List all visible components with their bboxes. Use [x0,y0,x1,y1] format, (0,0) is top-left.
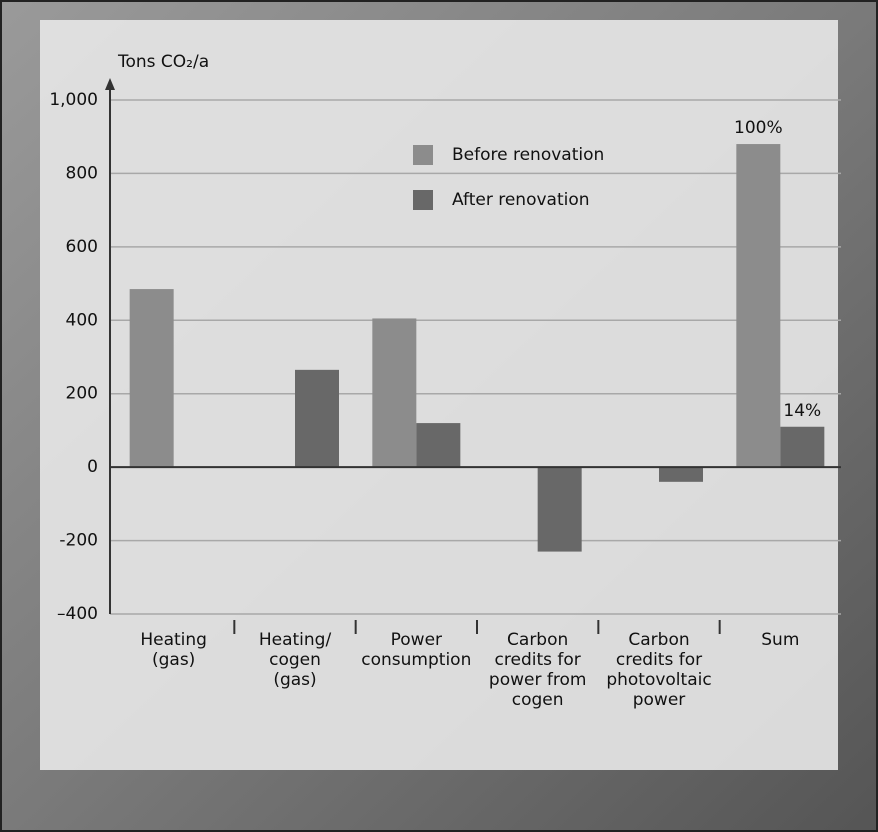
x-tick-label: Power consumption [361,630,471,670]
x-tick-label: Carbon credits for power from cogen [489,630,587,710]
y-tick-label: 0 [87,457,98,477]
legend-swatch [413,145,433,165]
legend-label: Before renovation [452,145,604,165]
x-tick-label: Sum [761,630,799,650]
annotation: 100% [734,118,783,138]
x-tick-label: Heating/cogen (gas) [259,630,332,690]
y-tick-label: –400 [57,604,98,624]
y-axis-label: Tons CO₂/a [117,52,209,72]
bar [372,318,417,468]
bar [295,369,339,468]
bar [537,467,582,552]
y-tick-label: 600 [66,237,98,257]
y-axis-arrow [105,78,115,90]
x-tick-label: Heating (gas) [140,630,207,670]
y-tick-label: 800 [66,163,98,183]
y-tick-label: 200 [66,384,98,404]
y-tick-label: 400 [66,310,98,330]
bar [659,467,703,482]
bar [129,289,174,468]
bar [736,144,781,468]
bar [416,423,461,468]
legend-swatch [413,190,433,210]
x-tick-label: Carbon credits for photovoltaic power [606,630,711,710]
annotation: 14% [783,401,821,421]
bar [780,426,825,468]
y-tick-label: -200 [59,531,98,551]
legend-label: After renovation [452,190,590,210]
y-tick-label: 1,000 [49,90,98,110]
